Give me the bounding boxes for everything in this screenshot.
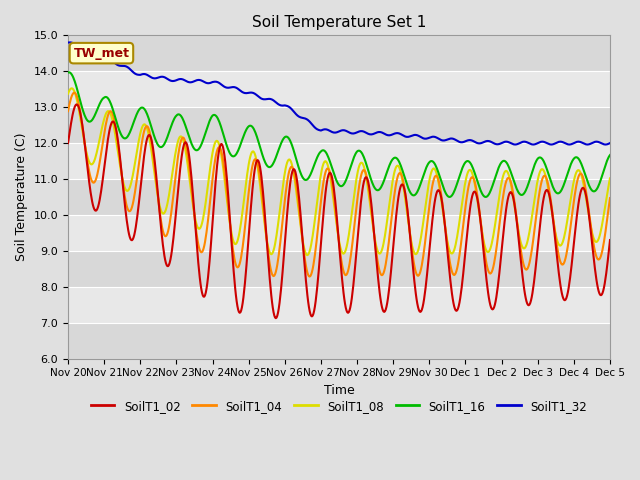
SoilT1_32 xyxy=(511,142,519,147)
Bar xyxy=(68,107,610,143)
SoilT1_08 xyxy=(558,241,566,247)
Line: SoilT1_08: SoilT1_08 xyxy=(68,88,610,255)
SoilT1_02 xyxy=(64,140,72,146)
SoilT1_04 xyxy=(184,152,191,158)
SoilT1_02 xyxy=(332,205,340,211)
SoilT1_02 xyxy=(438,200,446,205)
Bar xyxy=(68,323,610,359)
SoilT1_16 xyxy=(64,70,72,75)
Line: SoilT1_32: SoilT1_32 xyxy=(68,42,610,144)
Bar xyxy=(68,179,610,215)
X-axis label: Time: Time xyxy=(324,384,355,397)
SoilT1_16 xyxy=(438,179,445,185)
SoilT1_02 xyxy=(207,240,215,246)
SoilT1_32 xyxy=(558,139,566,144)
SoilT1_04 xyxy=(606,195,614,201)
SoilT1_02 xyxy=(184,144,191,150)
SoilT1_08 xyxy=(68,85,76,91)
Line: SoilT1_04: SoilT1_04 xyxy=(68,93,610,276)
SoilT1_02 xyxy=(272,315,280,321)
SoilT1_04 xyxy=(332,213,340,218)
SoilT1_02 xyxy=(606,237,614,243)
Bar xyxy=(68,251,610,287)
Bar xyxy=(68,215,610,251)
SoilT1_04 xyxy=(64,108,72,114)
Text: TW_met: TW_met xyxy=(74,47,129,60)
SoilT1_04 xyxy=(306,274,314,279)
SoilT1_16 xyxy=(65,70,72,75)
Y-axis label: Soil Temperature (C): Soil Temperature (C) xyxy=(15,132,28,261)
SoilT1_08 xyxy=(184,162,191,168)
SoilT1_08 xyxy=(385,206,392,212)
SoilT1_32 xyxy=(384,132,392,138)
Title: Soil Temperature Set 1: Soil Temperature Set 1 xyxy=(252,15,426,30)
Bar xyxy=(68,287,610,323)
SoilT1_16 xyxy=(446,194,454,200)
SoilT1_32 xyxy=(438,137,445,143)
Line: SoilT1_16: SoilT1_16 xyxy=(68,72,610,197)
SoilT1_32 xyxy=(606,140,614,146)
SoilT1_08 xyxy=(207,159,215,165)
SoilT1_04 xyxy=(558,262,566,267)
SoilT1_32 xyxy=(332,130,339,135)
SoilT1_08 xyxy=(438,204,446,209)
SoilT1_08 xyxy=(303,252,311,258)
Legend: SoilT1_02, SoilT1_04, SoilT1_08, SoilT1_16, SoilT1_32: SoilT1_02, SoilT1_04, SoilT1_08, SoilT1_… xyxy=(86,395,592,417)
SoilT1_04 xyxy=(385,240,392,246)
SoilT1_16 xyxy=(558,187,566,192)
Bar xyxy=(68,143,610,179)
Bar xyxy=(68,71,610,107)
SoilT1_04 xyxy=(70,90,78,96)
SoilT1_08 xyxy=(606,176,614,181)
SoilT1_32 xyxy=(184,79,191,84)
SoilT1_16 xyxy=(606,152,614,158)
SoilT1_32 xyxy=(64,40,72,46)
SoilT1_16 xyxy=(184,130,191,135)
SoilT1_16 xyxy=(207,115,215,120)
SoilT1_08 xyxy=(64,91,72,96)
Line: SoilT1_02: SoilT1_02 xyxy=(68,105,610,318)
SoilT1_32 xyxy=(207,80,215,85)
SoilT1_08 xyxy=(332,217,340,223)
Bar xyxy=(68,36,610,71)
SoilT1_02 xyxy=(73,102,81,108)
SoilT1_04 xyxy=(207,190,215,195)
SoilT1_32 xyxy=(66,39,74,45)
SoilT1_02 xyxy=(385,290,392,296)
SoilT1_02 xyxy=(558,290,566,296)
SoilT1_04 xyxy=(438,198,446,204)
SoilT1_16 xyxy=(332,175,339,180)
SoilT1_16 xyxy=(384,167,392,172)
